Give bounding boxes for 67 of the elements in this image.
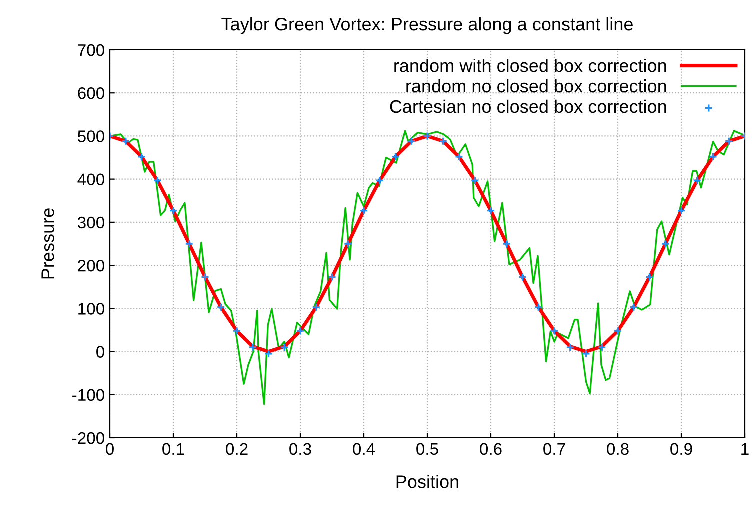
point <box>360 206 368 216</box>
point <box>169 206 178 216</box>
point <box>296 326 305 336</box>
point <box>614 326 622 336</box>
point <box>661 240 670 248</box>
x-tick-label: 0.9 <box>670 443 692 456</box>
x-tick-label: 0.6 <box>480 443 502 456</box>
point <box>423 132 432 141</box>
legend-label: Cartesian no closed box correction <box>390 100 666 114</box>
x-tick-label: 0 <box>106 443 114 456</box>
y-tick-label: 400 <box>78 174 104 186</box>
point <box>534 303 543 312</box>
point <box>264 350 274 358</box>
x-tick-label: 0.2 <box>226 443 248 456</box>
chart-title: Taylor Green Vortex: Pressure along a constant line <box>222 17 633 34</box>
point <box>645 272 654 282</box>
point <box>153 176 162 185</box>
point <box>122 137 130 146</box>
point <box>185 240 194 248</box>
point <box>391 152 400 162</box>
point <box>566 343 575 352</box>
y-tick-label: 0 <box>96 346 104 358</box>
y-tick-label: 700 <box>78 44 104 56</box>
x-tick-label: 0.7 <box>544 443 566 456</box>
point <box>598 343 606 352</box>
point <box>550 326 559 336</box>
point <box>216 303 226 312</box>
point <box>344 240 352 248</box>
point <box>724 137 734 146</box>
legend-label: random no closed box correction <box>406 79 666 93</box>
point <box>200 272 210 282</box>
point <box>137 152 146 162</box>
x-tick-label: 0.1 <box>162 443 184 456</box>
point <box>693 176 702 185</box>
y-tick-label: 300 <box>78 216 104 229</box>
point <box>407 137 416 146</box>
y-axis-title: Pressure <box>42 208 54 279</box>
point <box>470 176 480 185</box>
point <box>708 152 718 162</box>
point <box>518 272 528 282</box>
point <box>439 137 448 146</box>
point <box>582 350 591 358</box>
x-tick-label: 1 <box>742 443 749 455</box>
x-axis-title: Position <box>396 475 458 488</box>
y-tick-label: 600 <box>78 88 104 100</box>
point <box>502 240 512 248</box>
point <box>328 272 337 282</box>
point <box>312 303 321 312</box>
y-tick-label: 500 <box>78 130 104 142</box>
y-tick-label: -100 <box>72 389 104 402</box>
legend-label: random with closed box correction <box>394 59 666 72</box>
x-tick-label: 0.4 <box>353 443 376 456</box>
x-tick-label: 0.3 <box>290 443 312 456</box>
line-series <box>110 130 744 406</box>
x-tick-label: 0.8 <box>607 443 629 456</box>
y-tick-label: -200 <box>72 432 104 444</box>
point <box>376 176 384 185</box>
point <box>486 206 496 216</box>
point <box>677 206 686 216</box>
point <box>232 326 242 336</box>
x-tick-label: 0.5 <box>416 443 438 456</box>
point <box>630 303 638 312</box>
point <box>248 343 258 352</box>
point <box>280 343 289 352</box>
point <box>454 152 464 162</box>
y-tick-label: 200 <box>78 260 104 272</box>
y-tick-label: 100 <box>78 303 104 315</box>
